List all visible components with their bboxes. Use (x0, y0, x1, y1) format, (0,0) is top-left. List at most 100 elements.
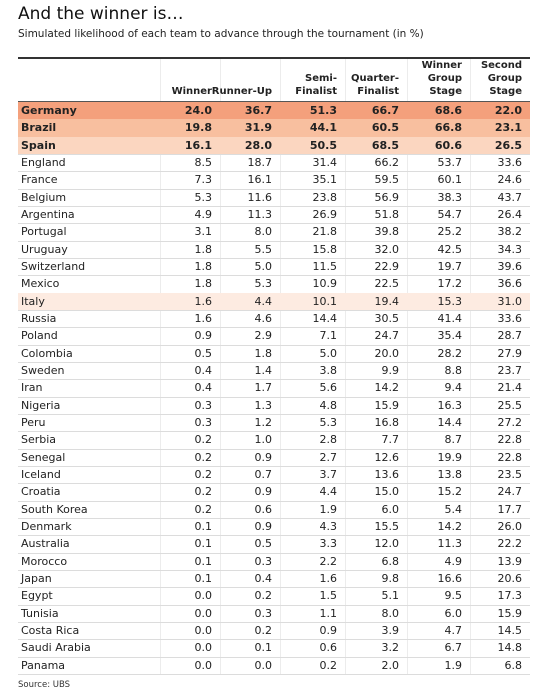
probability: 22.8 (497, 433, 523, 447)
probability: 30.5 (374, 311, 400, 325)
probability: 19.4 (374, 294, 400, 308)
probability: 0.1 (194, 554, 213, 568)
probability: 0.0 (194, 606, 213, 620)
probability: 0.1 (254, 641, 273, 655)
probability: 22.0 (494, 104, 522, 117)
probability: 22.8 (497, 450, 523, 464)
probability: 22.2 (497, 537, 523, 551)
probability: 0.5 (254, 537, 273, 551)
probability: 26.4 (497, 207, 523, 221)
team-name: Peru (21, 415, 46, 429)
probability: 5.1 (381, 589, 400, 603)
column-header: Finalist (295, 86, 337, 97)
probability: 0.6 (254, 502, 273, 516)
probability: 4.6 (254, 311, 273, 325)
probability: 1.8 (194, 259, 213, 273)
probability: 26.5 (494, 138, 522, 152)
probability: 14.5 (497, 623, 523, 637)
team-name: Nigeria (21, 398, 61, 412)
probability: 39.6 (497, 259, 523, 273)
probability: 60.5 (371, 121, 399, 135)
probability: 27.2 (497, 415, 523, 429)
row-rule (18, 171, 530, 173)
row-highlight (18, 102, 530, 120)
probability: 11.3 (437, 537, 463, 551)
probability: 15.3 (437, 294, 463, 308)
column-header: Winner (421, 60, 462, 71)
probability: 32.0 (374, 242, 400, 256)
row-highlight (18, 136, 530, 154)
team-name: South Korea (21, 502, 88, 516)
probability: 24.7 (497, 485, 523, 499)
probability: 16.8 (374, 415, 400, 429)
probability: 0.3 (254, 554, 273, 568)
probability: 0.1 (194, 537, 213, 551)
row-rule (18, 275, 530, 277)
probability: 4.8 (319, 398, 338, 412)
probability: 0.7 (254, 467, 273, 481)
probability: 0.9 (254, 519, 273, 533)
probability: 0.9 (254, 485, 273, 499)
probability: 9.4 (444, 381, 463, 395)
row-rule (18, 309, 530, 311)
row-rule (18, 188, 530, 190)
probability: 1.1 (319, 606, 338, 620)
probability: 53.7 (437, 155, 463, 169)
probability: 6.7 (444, 641, 463, 655)
team-name: Uruguay (21, 242, 68, 256)
probability: 0.2 (254, 589, 273, 603)
probability: 51.3 (309, 104, 337, 117)
column-header: Second (480, 60, 522, 71)
probability: 10.9 (312, 277, 338, 291)
probability: 12.0 (374, 537, 400, 551)
probability: 17.7 (497, 502, 523, 516)
probability: 16.6 (437, 571, 463, 585)
row-rule (18, 240, 530, 242)
probability: 25.2 (437, 225, 463, 239)
probability: 2.7 (319, 450, 338, 464)
probability: 20.6 (497, 571, 523, 585)
probability: 0.0 (194, 641, 213, 655)
probability: 4.7 (444, 623, 463, 637)
probability: 3.3 (319, 537, 338, 551)
row-rule (18, 587, 530, 589)
probability: 24.7 (374, 329, 400, 343)
probability: 66.7 (371, 104, 399, 117)
probability: 24.6 (497, 173, 523, 187)
probability: 12.6 (374, 450, 400, 464)
probability: 33.6 (497, 155, 523, 169)
probability: 4.4 (319, 485, 338, 499)
probability: 16.1 (184, 138, 212, 152)
probability: 23.8 (312, 190, 338, 204)
probability: 21.4 (497, 381, 523, 395)
probability: 0.6 (319, 641, 338, 655)
team-name: Croatia (21, 485, 61, 499)
probability: 44.1 (309, 121, 337, 135)
probability: 0.1 (194, 519, 213, 533)
column-header: Stage (429, 86, 462, 97)
row-rule (18, 413, 530, 415)
probability: 5.4 (444, 502, 463, 516)
probability: 20.0 (374, 346, 400, 360)
row-rule (18, 483, 530, 485)
probability: 34.3 (497, 242, 523, 256)
probability: 59.5 (374, 173, 400, 187)
team-name: Argentina (21, 207, 75, 221)
probability: 0.0 (194, 623, 213, 637)
probability: 0.1 (194, 571, 213, 585)
header-rule (18, 101, 530, 102)
probability: 2.9 (254, 329, 273, 343)
probability: 28.0 (244, 138, 272, 152)
team-name: Portugal (21, 225, 67, 239)
probability: 1.9 (319, 502, 338, 516)
probability: 35.1 (312, 173, 338, 187)
probability: 9.8 (381, 571, 400, 585)
column-rule (470, 59, 471, 674)
row-rule (18, 153, 530, 155)
probability: 0.4 (194, 363, 213, 377)
probability: 56.9 (374, 190, 400, 204)
row-rule (18, 257, 530, 259)
row-rule (18, 379, 530, 381)
probability: 41.4 (437, 311, 463, 325)
row-rule (18, 673, 530, 675)
